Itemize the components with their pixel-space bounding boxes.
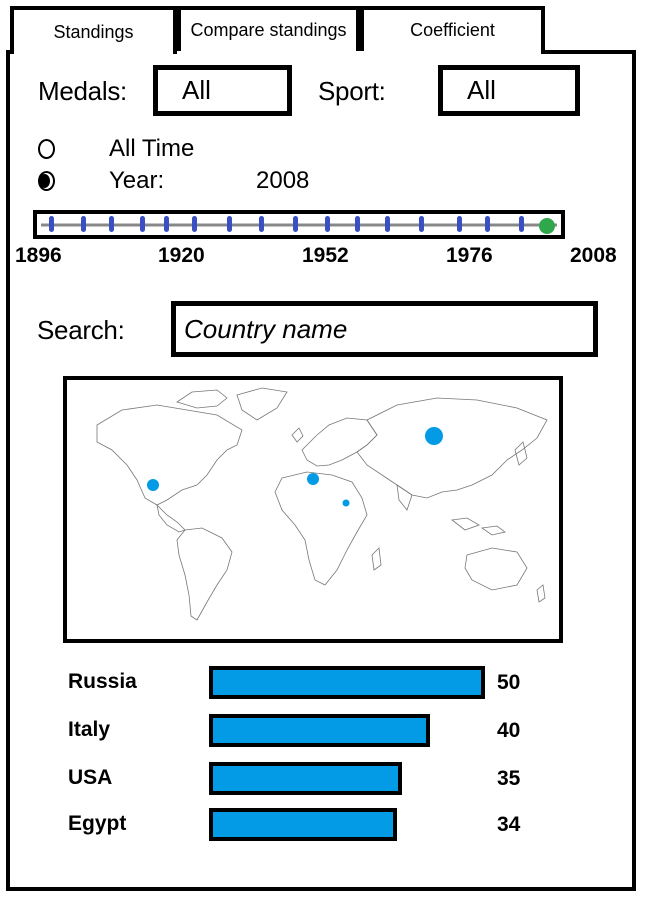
world-map-outline <box>96 387 548 621</box>
search-label: Search: <box>37 315 125 345</box>
tick-label-2008: 2008 <box>570 244 617 267</box>
medal-bar[interactable] <box>209 762 402 795</box>
year-tick-mark[interactable] <box>293 216 298 232</box>
year-tick-mark[interactable] <box>419 216 424 232</box>
tab-coefficient[interactable]: Coefficient <box>360 6 545 51</box>
search-placeholder: Country name <box>184 313 348 344</box>
medals-select-value: All <box>182 75 211 105</box>
medal-count: 50 <box>497 671 521 694</box>
all-time-label: All Time <box>109 135 195 162</box>
medal-count: 35 <box>497 767 521 790</box>
sport-label: Sport: <box>318 76 386 106</box>
year-slider[interactable] <box>33 210 565 239</box>
sport-select[interactable]: All <box>438 65 580 116</box>
standings-panel <box>6 50 636 891</box>
russia-marker[interactable] <box>425 427 443 445</box>
tab-coefficient-label: Coefficient <box>410 20 495 40</box>
country-name: Italy <box>68 718 111 741</box>
selected-year-handle[interactable] <box>539 218 555 234</box>
year-tick-mark[interactable] <box>457 216 462 232</box>
year-tick-mark[interactable] <box>164 216 169 232</box>
year-label: Year: <box>109 167 165 194</box>
medal-bar[interactable] <box>209 714 430 747</box>
radio-empty-icon <box>38 139 55 159</box>
tick-label-1896: 1896 <box>15 244 62 267</box>
year-value: 2008 <box>256 167 310 194</box>
year-tick-mark[interactable] <box>109 216 114 232</box>
tick-label-1952: 1952 <box>302 244 349 267</box>
year-tick-mark[interactable] <box>140 216 145 232</box>
year-tick-mark[interactable] <box>519 216 524 232</box>
year-tick-mark[interactable] <box>259 216 264 232</box>
medals-label: Medals: <box>38 76 127 106</box>
tab-standings[interactable]: Standings <box>10 6 177 54</box>
year-tick-mark[interactable] <box>49 216 54 232</box>
year-tick-mark[interactable] <box>355 216 360 232</box>
world-map[interactable] <box>63 376 563 643</box>
medal-count: 34 <box>497 813 521 836</box>
tick-label-1976: 1976 <box>446 244 493 267</box>
medal-count: 40 <box>497 719 521 742</box>
medals-select[interactable]: All <box>153 65 292 116</box>
country-name: USA <box>68 766 113 789</box>
year-tick-mark[interactable] <box>192 216 197 232</box>
tab-compare-standings[interactable]: Compare standings <box>177 6 360 51</box>
panel-border <box>541 50 636 54</box>
usa-marker[interactable] <box>147 479 159 491</box>
tab-compare-standings-label: Compare standings <box>190 20 347 40</box>
medal-bar[interactable] <box>209 808 397 841</box>
tab-standings-label: Standings <box>53 21 134 42</box>
country-name: Egypt <box>68 812 127 835</box>
egypt-marker[interactable] <box>342 499 350 507</box>
medal-bar[interactable] <box>209 666 485 699</box>
tick-label-1920: 1920 <box>158 244 205 267</box>
year-tick-mark[interactable] <box>81 216 86 232</box>
year-slider-track <box>41 216 557 234</box>
year-tick-mark[interactable] <box>325 216 330 232</box>
sport-select-value: All <box>467 75 496 105</box>
search-input[interactable]: Country name <box>171 301 598 357</box>
radio-filled-icon <box>38 171 55 191</box>
year-tick-mark[interactable] <box>485 216 490 232</box>
panel-border <box>6 50 10 54</box>
italy-marker[interactable] <box>307 473 319 485</box>
year-tick-mark[interactable] <box>227 216 232 232</box>
country-name: Russia <box>68 670 137 693</box>
year-tick-mark[interactable] <box>385 216 390 232</box>
